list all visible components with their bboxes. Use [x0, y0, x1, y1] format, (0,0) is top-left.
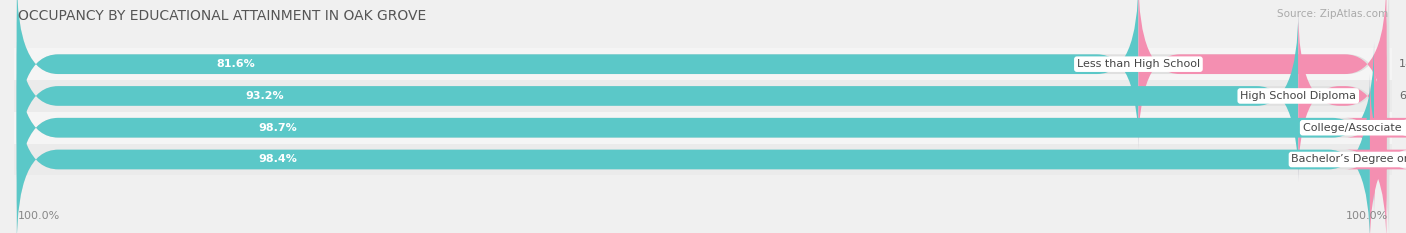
Text: 6.8%: 6.8% [1399, 91, 1406, 101]
FancyBboxPatch shape [17, 42, 1389, 213]
Text: 100.0%: 100.0% [18, 211, 60, 221]
Text: 81.6%: 81.6% [217, 59, 256, 69]
Text: High School Diploma: High School Diploma [1240, 91, 1357, 101]
Bar [14, 112, 1392, 144]
Text: 98.7%: 98.7% [259, 123, 298, 133]
FancyBboxPatch shape [1346, 74, 1406, 233]
FancyBboxPatch shape [17, 0, 1389, 150]
Text: Less than High School: Less than High School [1077, 59, 1199, 69]
FancyBboxPatch shape [1139, 0, 1386, 150]
FancyBboxPatch shape [17, 10, 1298, 182]
Text: 98.4%: 98.4% [259, 154, 297, 164]
FancyBboxPatch shape [1346, 42, 1406, 213]
Text: OCCUPANCY BY EDUCATIONAL ATTAINMENT IN OAK GROVE: OCCUPANCY BY EDUCATIONAL ATTAINMENT IN O… [18, 9, 426, 23]
Text: 18.4%: 18.4% [1399, 59, 1406, 69]
FancyBboxPatch shape [17, 10, 1389, 182]
FancyBboxPatch shape [17, 0, 1139, 150]
Text: 100.0%: 100.0% [1346, 211, 1388, 221]
Legend: Owner-occupied, Renter-occupied: Owner-occupied, Renter-occupied [592, 230, 814, 233]
Text: Source: ZipAtlas.com: Source: ZipAtlas.com [1277, 9, 1388, 19]
FancyBboxPatch shape [1298, 10, 1386, 182]
FancyBboxPatch shape [17, 42, 1374, 213]
FancyBboxPatch shape [17, 74, 1369, 233]
FancyBboxPatch shape [17, 74, 1389, 233]
Text: College/Associate Degree: College/Associate Degree [1302, 123, 1406, 133]
Text: 93.2%: 93.2% [245, 91, 284, 101]
Text: 1.6%: 1.6% [1399, 154, 1406, 164]
Bar [14, 144, 1392, 175]
Bar [14, 48, 1392, 80]
Text: Bachelor’s Degree or higher: Bachelor’s Degree or higher [1292, 154, 1406, 164]
Bar [14, 80, 1392, 112]
Text: 1.3%: 1.3% [1399, 123, 1406, 133]
